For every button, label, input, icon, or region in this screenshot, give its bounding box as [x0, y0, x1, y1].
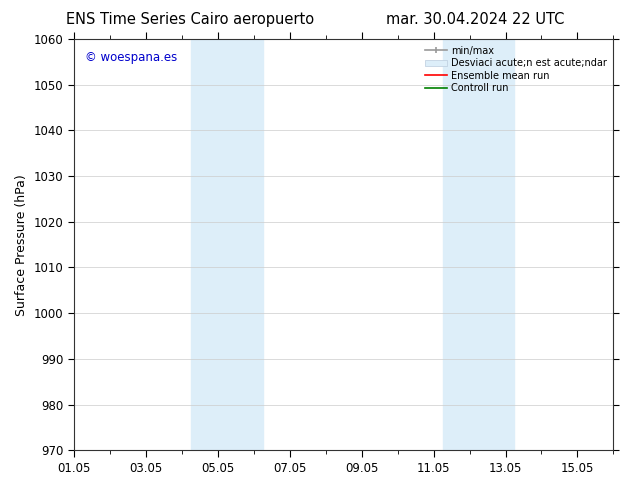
- Bar: [191, 39, 262, 450]
- Bar: [443, 39, 515, 450]
- Text: mar. 30.04.2024 22 UTC: mar. 30.04.2024 22 UTC: [386, 12, 565, 27]
- Legend: min/max, Desviaci acute;n est acute;ndar, Ensemble mean run, Controll run: min/max, Desviaci acute;n est acute;ndar…: [424, 44, 609, 95]
- Y-axis label: Surface Pressure (hPa): Surface Pressure (hPa): [15, 174, 28, 316]
- Text: ENS Time Series Cairo aeropuerto: ENS Time Series Cairo aeropuerto: [66, 12, 314, 27]
- Text: © woespana.es: © woespana.es: [84, 51, 177, 64]
